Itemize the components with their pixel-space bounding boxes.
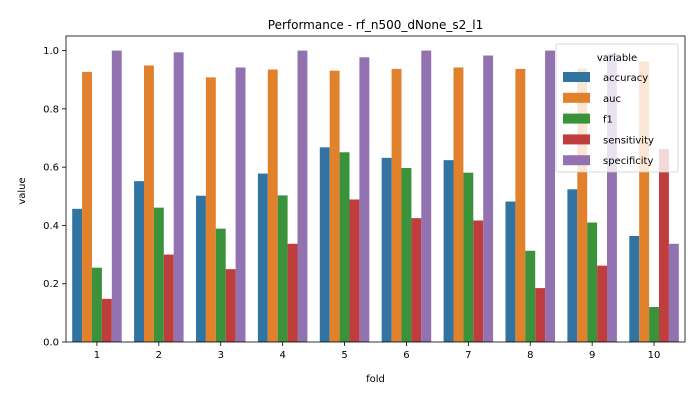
- x-tick-label: 9: [589, 350, 595, 361]
- legend-title: variable: [597, 53, 637, 64]
- bar-f1-fold-5: [339, 152, 350, 342]
- bar-specificity-fold-9: [607, 53, 617, 342]
- bar-sensitivity-fold-8: [535, 288, 546, 342]
- y-tick-label: 1.0: [43, 46, 59, 57]
- chart-title: Performance - rf_n500_dNone_s2_l1: [268, 18, 483, 32]
- bar-sensitivity-fold-2: [163, 254, 174, 342]
- legend-swatch-accuracy: [563, 72, 590, 82]
- plot-frame: [65, 35, 686, 343]
- y-tick-label: 0.8: [43, 104, 59, 115]
- x-tick-label: 1: [94, 350, 100, 361]
- bar-auc-fold-2: [143, 65, 154, 342]
- bar-specificity-fold-1: [111, 50, 122, 342]
- bar-auc-fold-4: [267, 69, 278, 342]
- bar-specificity-fold-5: [359, 57, 370, 342]
- x-tick-label: 8: [527, 350, 533, 361]
- bar-sensitivity-fold-6: [411, 218, 422, 342]
- y-tick-label: 0.2: [43, 279, 59, 290]
- bar-auc-fold-10: [639, 61, 650, 342]
- y-axis-label: value: [17, 177, 28, 204]
- bar-specificity-fold-7: [483, 55, 494, 342]
- bar-sensitivity-fold-1: [101, 298, 112, 342]
- bar-sensitivity-fold-3: [225, 269, 236, 342]
- legend: variable accuracy auc f1 sensitivity specifi…: [555, 43, 679, 173]
- y-tick-label: 0.6: [43, 163, 59, 174]
- x-tick-label: 10: [648, 350, 661, 361]
- bar-f1-fold-10: [649, 307, 660, 342]
- bar-sensitivity-fold-10: [659, 149, 669, 342]
- bar-accuracy-fold-4: [257, 173, 268, 342]
- bar-accuracy-fold-6: [381, 157, 392, 342]
- bar-sensitivity-fold-9: [597, 265, 608, 342]
- bar-auc-fold-6: [391, 68, 402, 342]
- legend-label-sensitivity: sensitivity: [603, 135, 654, 146]
- legend-label-specificity: specificity: [603, 156, 653, 167]
- bar-f1-fold-9: [587, 222, 598, 342]
- bar-specificity-fold-3: [235, 67, 246, 342]
- x-axis: 1 2 3 4 5 6 7 8 9 10: [94, 342, 661, 361]
- legend-swatch-f1: [563, 113, 590, 124]
- x-tick-label: 2: [156, 350, 162, 361]
- legend-swatch-auc: [563, 92, 590, 103]
- bar-f1-fold-2: [153, 207, 164, 342]
- y-tick-label: 0.0: [43, 338, 59, 349]
- bar-accuracy-fold-9: [567, 189, 578, 342]
- bar-specificity-fold-8: [545, 50, 556, 342]
- x-tick-label: 5: [341, 350, 347, 361]
- y-tick-label: 0.4: [43, 221, 59, 232]
- x-tick-label: 6: [403, 350, 409, 361]
- bar-accuracy-fold-8: [505, 201, 516, 342]
- bar-specificity-fold-4: [297, 50, 308, 342]
- bar-f1-fold-8: [525, 250, 536, 342]
- plot-area: [72, 50, 679, 343]
- bar-accuracy-fold-5: [319, 147, 330, 342]
- bar-auc-fold-8: [515, 68, 526, 342]
- bar-accuracy-fold-3: [195, 195, 206, 342]
- bar-sensitivity-fold-7: [473, 220, 484, 342]
- legend-swatch-sensitivity: [563, 134, 590, 145]
- legend-label-f1: f1: [603, 115, 613, 126]
- bar-accuracy-fold-2: [134, 181, 144, 342]
- x-tick-label: 4: [279, 350, 285, 361]
- bar-auc-fold-9: [577, 68, 588, 342]
- bar-f1-fold-1: [91, 267, 102, 342]
- x-tick-label: 3: [218, 350, 224, 361]
- bar-sensitivity-fold-5: [349, 199, 360, 342]
- bar-auc-fold-7: [453, 67, 464, 342]
- legend-swatch-specificity: [563, 155, 590, 166]
- bar-specificity-fold-6: [421, 50, 432, 342]
- bar-f1-fold-7: [463, 172, 474, 342]
- bar-f1-fold-4: [277, 195, 288, 342]
- bar-specificity-fold-2: [173, 52, 184, 342]
- x-tick-label: 7: [465, 350, 471, 361]
- bar-sensitivity-fold-4: [287, 243, 298, 342]
- bar-accuracy-fold-1: [72, 208, 83, 342]
- bar-auc-fold-1: [82, 71, 92, 343]
- bar-auc-fold-5: [329, 70, 340, 343]
- bar-f1-fold-6: [401, 168, 412, 342]
- legend-label-accuracy: accuracy: [603, 73, 648, 84]
- legend-label-auc: auc: [603, 94, 621, 105]
- bar-accuracy-fold-10: [629, 235, 640, 342]
- bar-auc-fold-3: [205, 77, 216, 342]
- bar-specificity-fold-10: [668, 243, 679, 342]
- x-axis-label: fold: [366, 374, 385, 385]
- bar-f1-fold-3: [215, 228, 226, 342]
- y-axis: 0.0 0.2 0.4 0.6 0.8 1.0: [43, 46, 66, 349]
- bar-accuracy-fold-7: [443, 160, 454, 342]
